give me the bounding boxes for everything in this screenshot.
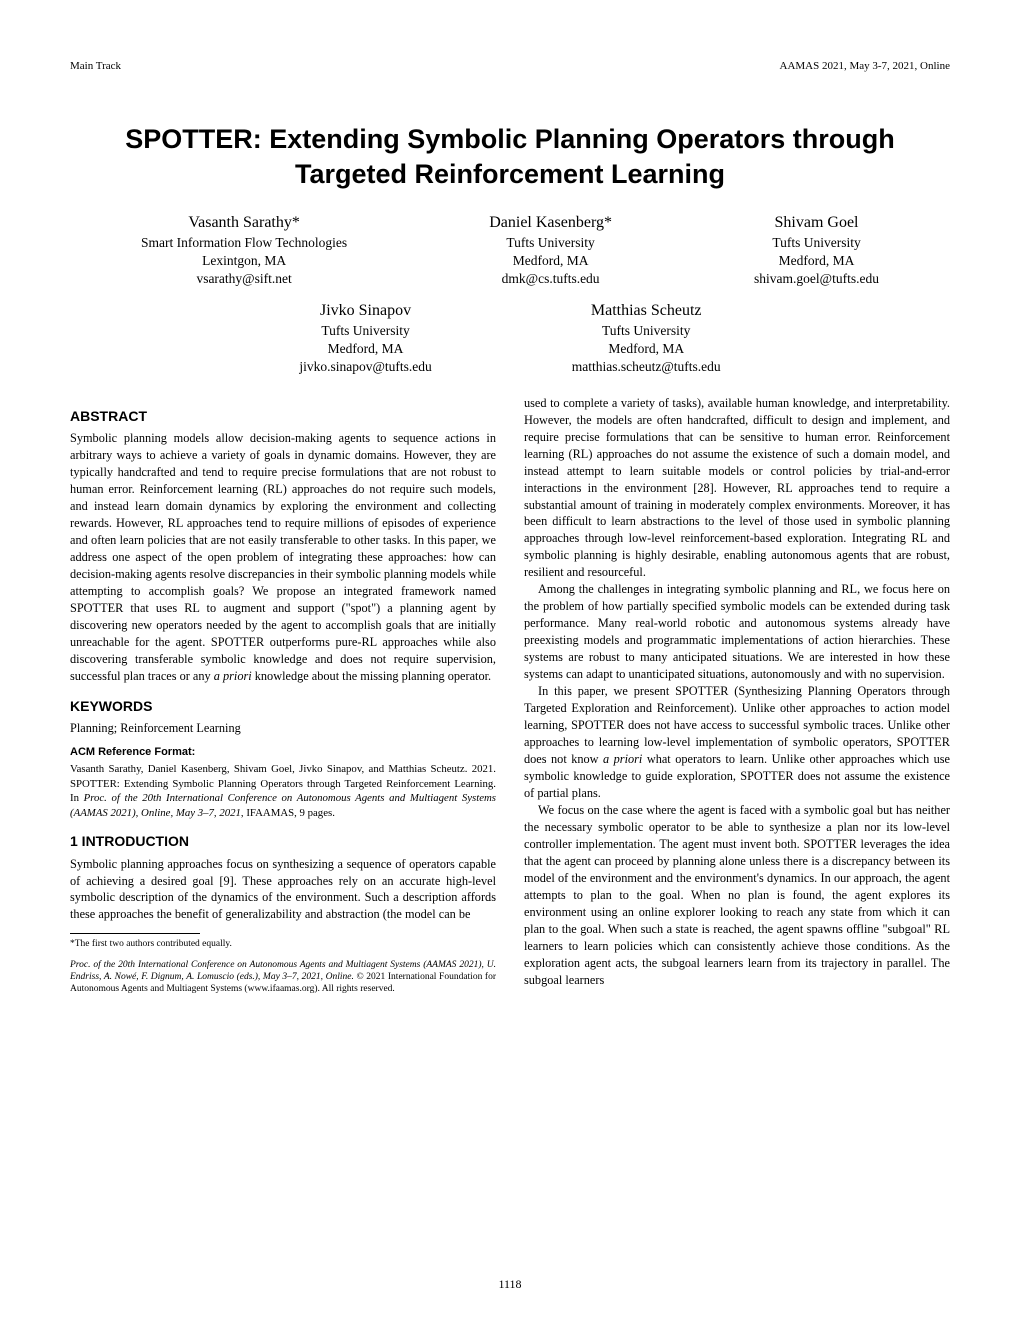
authors-row-2: Jivko Sinapov Tufts University Medford, … <box>70 300 950 376</box>
author-affiliation: Tufts University <box>572 322 721 340</box>
keywords-text: Planning; Reinforcement Learning <box>70 720 496 737</box>
abstract-heading: ABSTRACT <box>70 407 496 426</box>
author-affiliation: Tufts University <box>489 234 612 252</box>
right-column: used to complete a variety of tasks), av… <box>524 395 950 996</box>
author-affiliation: Tufts University <box>299 322 431 340</box>
author-email: vsarathy@sift.net <box>141 270 347 288</box>
author-name: Jivko Sinapov <box>299 300 431 322</box>
author-block: Matthias Scheutz Tufts University Medfor… <box>572 300 721 376</box>
author-name: Shivam Goel <box>754 212 879 234</box>
author-location: Medford, MA <box>299 340 431 358</box>
footnote-2: Proc. of the 20th International Conferen… <box>70 959 496 996</box>
paper-title: SPOTTER: Extending Symbolic Planning Ope… <box>70 122 950 192</box>
authors-row-1: Vasanth Sarathy* Smart Information Flow … <box>70 212 950 288</box>
acm-reference-text: Vasanth Sarathy, Daniel Kasenberg, Shiva… <box>70 762 496 820</box>
author-name: Daniel Kasenberg* <box>489 212 612 234</box>
author-block: Jivko Sinapov Tufts University Medford, … <box>299 300 431 376</box>
author-location: Medford, MA <box>489 252 612 270</box>
footnote-1: *The first two authors contributed equal… <box>70 938 496 950</box>
header-left: Main Track <box>70 60 121 72</box>
keywords-heading: KEYWORDS <box>70 697 496 716</box>
left-column: ABSTRACT Symbolic planning models allow … <box>70 395 496 996</box>
col2-paragraph-1: used to complete a variety of tasks), av… <box>524 395 950 582</box>
author-block: Vasanth Sarathy* Smart Information Flow … <box>141 212 347 288</box>
author-block: Daniel Kasenberg* Tufts University Medfo… <box>489 212 612 288</box>
author-location: Medford, MA <box>754 252 879 270</box>
author-name: Vasanth Sarathy* <box>141 212 347 234</box>
author-affiliation: Tufts University <box>754 234 879 252</box>
author-email: matthias.scheutz@tufts.edu <box>572 358 721 376</box>
author-affiliation: Smart Information Flow Technologies <box>141 234 347 252</box>
content-columns: ABSTRACT Symbolic planning models allow … <box>70 395 950 996</box>
footnote-rule <box>70 933 200 934</box>
col2-paragraph-3: In this paper, we present SPOTTER (Synth… <box>524 683 950 802</box>
page-number: 1118 <box>0 1277 1020 1292</box>
author-location: Lexintgon, MA <box>141 252 347 270</box>
author-location: Medford, MA <box>572 340 721 358</box>
author-email: dmk@cs.tufts.edu <box>489 270 612 288</box>
page-header: Main Track AAMAS 2021, May 3-7, 2021, On… <box>70 60 950 72</box>
col2-paragraph-4: We focus on the case where the agent is … <box>524 802 950 989</box>
col2-paragraph-2: Among the challenges in integrating symb… <box>524 581 950 683</box>
acm-heading: ACM Reference Format: <box>70 745 496 760</box>
author-email: shivam.goel@tufts.edu <box>754 270 879 288</box>
intro-paragraph-1: Symbolic planning approaches focus on sy… <box>70 856 496 924</box>
author-name: Matthias Scheutz <box>572 300 721 322</box>
author-email: jivko.sinapov@tufts.edu <box>299 358 431 376</box>
header-right: AAMAS 2021, May 3-7, 2021, Online <box>780 60 951 72</box>
abstract-text: Symbolic planning models allow decision-… <box>70 430 496 685</box>
introduction-heading: 1 INTRODUCTION <box>70 832 496 851</box>
author-block: Shivam Goel Tufts University Medford, MA… <box>754 212 879 288</box>
